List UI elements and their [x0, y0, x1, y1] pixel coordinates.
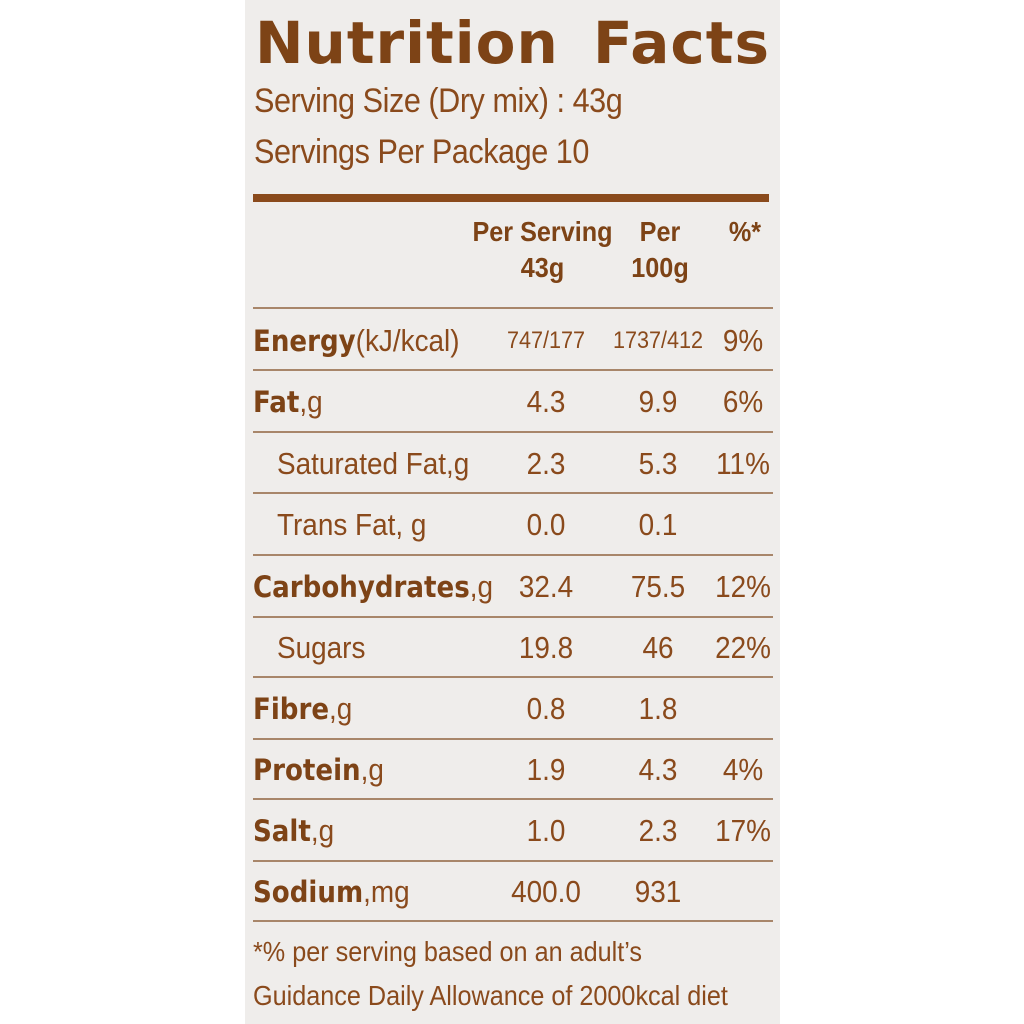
row-divider — [253, 307, 773, 309]
row-divider — [253, 860, 773, 862]
nutrient-unit: ,g — [360, 752, 384, 787]
footnote-line1: *% per serving based on an adult’s — [253, 936, 642, 967]
nutrient-label: Sugars — [277, 618, 365, 678]
nutrient-name: Sugars — [277, 630, 366, 665]
nutrient-unit: ,g — [310, 813, 335, 848]
nutrient-row: Trans Fat, g 0.0 0.1 — [253, 494, 773, 556]
nutrient-unit: ,g — [329, 691, 353, 726]
value-pct: 12% — [715, 569, 771, 604]
value-per-100g: 1.8 — [638, 691, 678, 726]
nutrition-label: Nutrition Facts Serving Size (Dry mix) :… — [245, 0, 780, 1024]
value-per-100g: 9.9 — [638, 384, 678, 419]
value-per-serving: 1.9 — [526, 752, 566, 787]
row-divider — [253, 798, 773, 800]
serving-size: Serving Size (Dry mix) : 43g — [254, 82, 623, 120]
nutrient-row: Carbohydrates ,g 32.4 75.5 12% — [253, 556, 773, 618]
nutrient-unit: ,g — [299, 384, 323, 419]
value-pct — [712, 678, 775, 740]
nutrient-label: Protein ,g — [253, 740, 384, 800]
nutrient-label: Sodium ,mg — [253, 862, 410, 922]
nutrient-unit: ,g — [469, 569, 494, 604]
value-per-100g: 931 — [634, 874, 682, 909]
nutrient-unit: ,mg — [363, 874, 410, 909]
footnote-line2: Guidance Daily Allowance of 2000kcal die… — [253, 980, 728, 1011]
value-per-serving: 400.0 — [511, 874, 581, 909]
value-per-100g: 1737/412 — [612, 327, 704, 354]
nutrient-name: Salt — [253, 814, 311, 848]
value-pct: 22% — [715, 630, 771, 665]
value-per-100g: 2.3 — [638, 813, 678, 848]
thick-divider — [253, 194, 769, 202]
row-divider — [253, 616, 773, 618]
value-per-100g: 46 — [642, 630, 674, 665]
value-pct: 4% — [722, 752, 764, 787]
value-per-100g: 4.3 — [638, 752, 678, 787]
header-pct: %* — [718, 214, 772, 250]
value-pct: 9% — [722, 323, 764, 358]
value-pct: 6% — [722, 384, 764, 419]
nutrient-label: Carbohydrates ,g — [253, 556, 493, 618]
nutrient-row: Sodium ,mg 400.0 931 — [253, 862, 773, 922]
value-per-serving: 2.3 — [526, 445, 566, 481]
nutrient-row: Fat ,g 4.3 9.9 6% — [253, 371, 773, 433]
nutrient-name: Sodium — [253, 875, 364, 909]
value-pct: 17% — [715, 813, 771, 848]
value-per-serving: 4.3 — [526, 384, 566, 419]
value-per-serving: 0.8 — [526, 691, 566, 726]
nutrient-name: Energy — [253, 324, 356, 358]
row-divider — [253, 920, 773, 922]
nutrient-row: Protein ,g 1.9 4.3 4% — [253, 740, 773, 800]
row-divider — [253, 738, 773, 740]
nutrient-name: Trans Fat, g — [277, 507, 427, 542]
nutrient-row: Saturated Fat,g 2.3 5.3 11% — [253, 433, 773, 494]
nutrient-label: Fat ,g — [253, 371, 323, 433]
value-per-serving: 1.0 — [526, 813, 566, 848]
header-per-100g: Per 100g — [624, 214, 696, 286]
title-nutrition: Nutrition — [255, 9, 559, 77]
header-per-serving-line2: 43g — [520, 252, 565, 283]
value-pct — [712, 494, 775, 556]
header-pct-label: %* — [728, 216, 762, 247]
header-row — [253, 249, 773, 309]
value-pct: 11% — [716, 445, 770, 481]
header-per100-line2: 100g — [631, 252, 689, 283]
nutrient-unit: (kJ/kcal) — [355, 323, 460, 358]
nutrient-row: Fibre ,g 0.8 1.8 — [253, 678, 773, 740]
value-per-100g: 0.1 — [638, 507, 678, 542]
nutrient-label: Trans Fat, g — [277, 494, 426, 556]
label-title: Nutrition Facts — [255, 8, 770, 78]
nutrient-name: Fibre — [253, 692, 330, 726]
servings-per-package: Servings Per Package 10 — [254, 133, 589, 171]
value-per-100g: 75.5 — [630, 569, 686, 604]
value-per-serving: 0.0 — [526, 507, 566, 542]
nutrient-row: Sugars 19.8 46 22% — [253, 618, 773, 678]
nutrient-name: Saturated Fat,g — [277, 445, 470, 481]
nutrient-row: Salt ,g 1.0 2.3 17% — [253, 800, 773, 862]
row-divider — [253, 554, 773, 556]
nutrient-label: Salt ,g — [253, 800, 334, 862]
row-divider — [253, 431, 773, 433]
row-divider — [253, 369, 773, 371]
header-per-serving: Per Serving 43g — [468, 214, 617, 286]
value-per-serving: 32.4 — [518, 569, 574, 604]
row-divider — [253, 676, 773, 678]
header-per-serving-line1: Per Serving — [472, 216, 613, 247]
nutrient-label: Energy (kJ/kcal) — [253, 311, 460, 371]
row-divider — [253, 492, 773, 494]
value-per-100g: 5.3 — [638, 445, 678, 481]
header-per100-line1: Per — [639, 216, 681, 247]
title-facts: Facts — [593, 9, 770, 77]
value-pct — [712, 862, 775, 922]
nutrient-row: Energy (kJ/kcal) 747/177 1737/412 9% — [253, 311, 773, 371]
nutrient-name: Carbohydrates — [253, 570, 470, 604]
nutrient-name: Protein — [253, 753, 361, 787]
nutrient-label: Fibre ,g — [253, 678, 352, 740]
value-per-serving: 747/177 — [506, 327, 586, 354]
nutrient-name: Fat — [253, 385, 300, 419]
nutrient-label: Saturated Fat,g — [277, 433, 469, 494]
value-per-serving: 19.8 — [518, 630, 574, 665]
